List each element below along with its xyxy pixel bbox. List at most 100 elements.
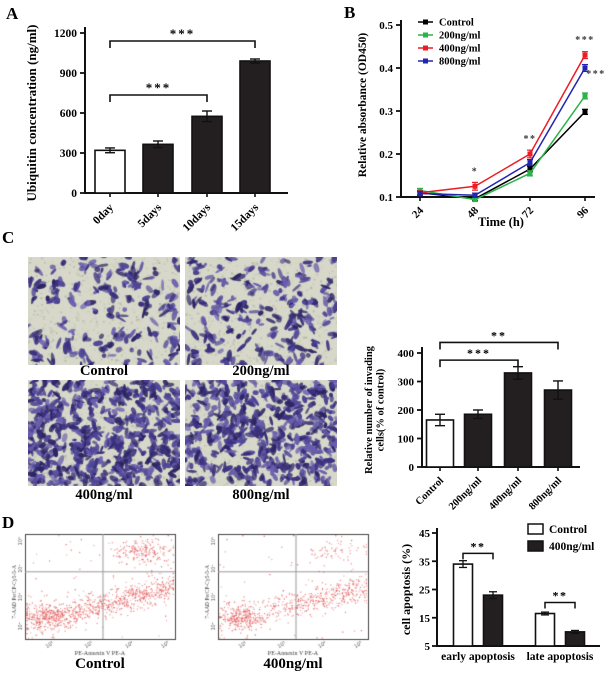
- x-tick-label: 800ng/ml: [527, 475, 564, 512]
- y-tick-label: 25: [419, 585, 431, 597]
- y-tick-label: 400: [398, 348, 415, 360]
- flow-plot-control: [9, 532, 181, 660]
- y-tick-label: 200: [398, 405, 415, 417]
- y-tick-label: 5: [425, 641, 431, 653]
- legend-label-400ng/ml: 400ng/ml: [549, 541, 594, 553]
- micrograph-control: [28, 257, 180, 365]
- marker: [527, 160, 533, 166]
- y-tick-label: 600: [60, 108, 78, 120]
- bar-200ng/ml: [463, 413, 493, 468]
- sig-stars: ***: [586, 69, 606, 80]
- bar-10days: [191, 115, 223, 194]
- bar-early apoptosis-Control: [452, 563, 474, 647]
- flow-plot-400ngml: [202, 532, 374, 660]
- x-tick-label: 200ng/ml: [447, 475, 484, 512]
- legend-label-400ng/ml: 400ng/ml: [439, 44, 481, 55]
- micrograph-label-400ngml: 400ng/ml: [75, 487, 133, 503]
- y-axis-label: cell apoptosis (%): [400, 544, 413, 635]
- micrograph-label-800ngml: 800ng/ml: [232, 487, 290, 503]
- bar-5days: [142, 143, 174, 194]
- micrograph-800ngml: [185, 380, 337, 486]
- y-axis-label: Relative absorbance (OD450): [357, 33, 369, 178]
- ubiquitin-bar-chart: 0 300 600 900 1200 Ubiquitin concentration (n…: [24, 25, 288, 234]
- series-line-800ng/ml: [419, 67, 586, 197]
- x-tick-label: 24: [410, 204, 427, 221]
- y-tick-label: 45: [419, 528, 431, 540]
- sig-stars: ***: [146, 80, 172, 95]
- marker: [527, 166, 533, 172]
- bar-15days: [239, 60, 271, 194]
- invasion-bar-chart: 0 100 200 300 400 Relative number of invading…: [364, 328, 580, 512]
- bar-late apoptosis-400ng/ml: [564, 631, 586, 647]
- x-tick-label: 400ng/ml: [487, 475, 524, 512]
- bar-Control: [425, 419, 455, 468]
- y-tick-label: 0.5: [379, 20, 393, 32]
- y-tick-label: 0.4: [379, 63, 393, 75]
- sig-stars: **: [471, 539, 486, 553]
- flow-label-400ngml: 400ng/ml: [263, 656, 323, 672]
- micrograph-200ngml: [185, 257, 337, 365]
- micrograph-label-control: Control: [79, 363, 129, 379]
- bar-late apoptosis-Control: [534, 612, 556, 647]
- y-tick-label: 35: [419, 556, 431, 568]
- legend-label-200ng/ml: 200ng/ml: [439, 31, 481, 42]
- x-tick-label: 15days: [229, 201, 262, 234]
- x-tick-label: 0day: [91, 201, 116, 226]
- legend-label-Control: Control: [439, 18, 474, 29]
- y-tick-label: 0.2: [379, 149, 393, 161]
- panel-letter-c: C: [2, 228, 15, 247]
- sig-stars: ***: [467, 346, 491, 360]
- sig-stars: **: [491, 328, 507, 342]
- absorbance-line-chart: 0.1 0.2 0.3 0.4 0.5 Relative absorbance (OD45…: [357, 18, 606, 230]
- micrograph-400ngml: [28, 380, 180, 486]
- group-label: late apoptosis: [527, 651, 594, 663]
- marker: [472, 192, 478, 198]
- y-axis-label: Ubiquitin concentration (ng/ml): [24, 25, 39, 202]
- sig-stars: ***: [170, 26, 196, 41]
- sig-stars: **: [524, 134, 537, 145]
- apoptosis-bar-chart: 5 15 25 35 45 cell apoptosis (%) early apoptos…: [400, 523, 600, 663]
- marker: [527, 151, 533, 157]
- x-axis-label: Time (h): [478, 215, 524, 229]
- panel-letter-a: A: [6, 4, 19, 23]
- flow-label-control: Control: [75, 656, 125, 672]
- sig-bracket: [109, 94, 208, 102]
- marker: [472, 197, 478, 203]
- panel-letter-b: B: [344, 3, 356, 22]
- marker: [417, 191, 423, 197]
- y-tick-label: 0.1: [379, 192, 393, 204]
- x-tick-label: Control: [414, 475, 446, 507]
- marker: [472, 183, 478, 189]
- legend-label-Control: Control: [549, 524, 587, 536]
- y-tick-label: 300: [60, 148, 78, 160]
- y-tick-label: 1200: [54, 28, 77, 40]
- marker: [582, 109, 588, 115]
- sig-stars: ***: [575, 35, 595, 46]
- bar-0day: [94, 149, 126, 194]
- y-tick-label: 900: [60, 68, 78, 80]
- bar-early apoptosis-400ng/ml: [482, 594, 504, 647]
- y-tick-label: 15: [419, 613, 431, 625]
- y-tick-label: 0: [409, 462, 415, 474]
- y-tick-label: 0.3: [379, 106, 393, 118]
- series-line-400ng/ml: [419, 54, 586, 194]
- legend-label-800ng/ml: 800ng/ml: [439, 57, 481, 68]
- marker: [582, 52, 588, 58]
- sig-stars: *: [472, 166, 479, 177]
- micrograph-label-200ngml: 200ng/ml: [232, 363, 290, 379]
- x-tick-label: 10days: [181, 201, 214, 234]
- y-tick-label: 0: [71, 188, 77, 200]
- y-tick-label: 300: [398, 377, 415, 389]
- marker: [582, 65, 588, 71]
- sig-bracket: [439, 359, 519, 368]
- y-axis-label: Relative number of invadingcells(% of co…: [364, 345, 387, 474]
- y-tick-label: 100: [398, 434, 415, 446]
- marker: [527, 170, 533, 176]
- sig-bracket: [439, 341, 559, 350]
- sig-stars: **: [553, 588, 568, 602]
- marker: [582, 93, 588, 99]
- sig-bracket: [109, 40, 256, 48]
- bar-400ng/ml: [503, 372, 533, 468]
- group-label: early apoptosis: [441, 651, 515, 663]
